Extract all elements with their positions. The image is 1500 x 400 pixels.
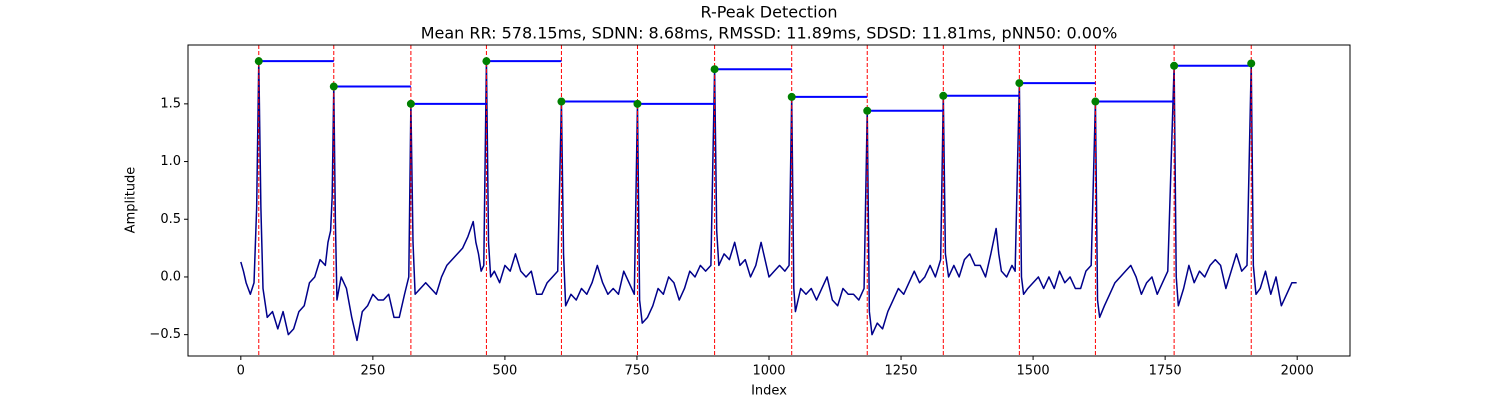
r-peak <box>863 106 872 115</box>
r-peak <box>939 91 948 100</box>
r-peak <box>633 99 642 108</box>
x-tick-label: 1250 <box>884 364 917 379</box>
x-axis-label: Index <box>751 384 787 399</box>
x-tick-label: 2000 <box>1281 364 1314 379</box>
r-peak <box>1015 79 1024 88</box>
x-tick-label: 0 <box>237 364 245 379</box>
r-peak <box>710 65 719 74</box>
r-peak <box>482 57 491 66</box>
chart-title: R-Peak Detection <box>700 3 837 22</box>
r-peak <box>254 57 263 66</box>
x-tick-label: 1000 <box>752 364 785 379</box>
r-peak <box>557 97 566 106</box>
y-tick-label: −0.5 <box>149 327 181 342</box>
y-tick-label: 1.5 <box>160 96 181 111</box>
x-tick-label: 500 <box>492 364 517 379</box>
x-tick-label: 250 <box>360 364 385 379</box>
r-peak <box>329 82 338 91</box>
r-peak <box>1091 97 1100 106</box>
y-tick-label: 0.0 <box>160 269 181 284</box>
r-peak <box>787 92 796 101</box>
signal-line <box>240 60 1297 342</box>
r-peak <box>1247 59 1256 68</box>
x-tick-label: 1500 <box>1017 364 1050 379</box>
x-tick-label: 1750 <box>1149 364 1182 379</box>
y-tick-label: 0.5 <box>160 212 181 227</box>
r-peak <box>1170 61 1179 70</box>
plot-frame <box>187 44 1351 357</box>
r-peak <box>406 99 415 108</box>
y-tick-label: 1.0 <box>160 154 181 169</box>
chart-subtitle: Mean RR: 578.15ms, SDNN: 8.68ms, RMSSD: … <box>421 24 1118 43</box>
y-axis-label: Amplitude <box>124 167 139 234</box>
x-tick-label: 750 <box>625 364 650 379</box>
